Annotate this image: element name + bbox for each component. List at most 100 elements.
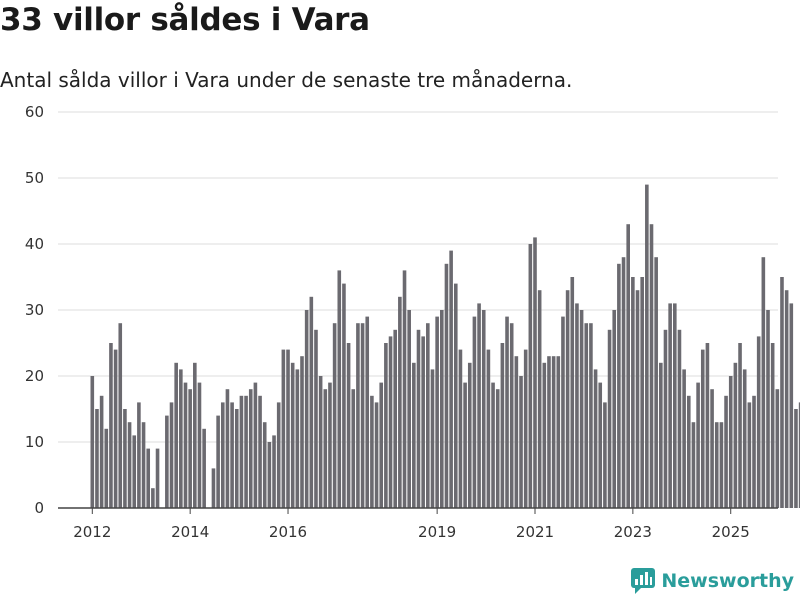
bar [775,389,780,508]
bar [239,395,244,508]
bar [784,290,789,508]
bar [645,184,649,508]
bar [654,257,658,508]
bar [137,402,141,508]
bar [435,316,439,508]
bar [742,369,747,508]
y-tick-label: 60 [25,103,44,121]
bar [542,362,547,508]
bar [700,349,705,508]
bar [332,323,337,508]
bar [631,277,635,508]
bar [230,402,234,508]
bar [780,277,784,508]
x-tick-label: 2019 [418,523,456,541]
bar [141,422,146,508]
bar [281,349,286,508]
bar [304,310,309,508]
bar [99,395,104,508]
bar [598,382,603,508]
bar [393,329,397,508]
bar [523,349,528,508]
bar [659,362,663,508]
bar [398,296,402,508]
bar [197,382,202,508]
bar [216,415,220,508]
bar [584,323,589,508]
bar [495,389,500,508]
bar [267,442,272,508]
bar [458,349,463,508]
bar [202,428,206,508]
x-axis-ticks: 2012 2014 2016 2019 2021 2023 2025 [73,508,750,541]
bar [183,382,188,508]
bar [635,290,640,508]
bar [649,224,654,508]
y-tick-label: 40 [25,235,44,253]
brand-name: Newsworthy [661,570,794,592]
bar [295,369,300,508]
bar [169,402,174,508]
bar [528,244,533,508]
x-tick-label: 2014 [171,523,209,541]
bar [188,389,192,508]
bar [365,316,370,508]
bar [617,263,621,508]
bar [323,389,328,508]
bar [589,323,593,508]
bar [603,402,607,508]
chart-subtitle: Antal sålda villor i Vara under de senas… [0,68,573,92]
bar [663,329,668,508]
brand-footer[interactable]: Newsworthy [631,568,794,594]
y-tick-label: 10 [25,433,44,451]
bar [388,336,393,508]
bar [565,290,570,508]
bar [384,343,388,508]
bar [286,349,290,508]
bar [467,362,472,508]
bar [579,310,584,508]
bar [486,349,491,508]
bar [570,277,575,508]
y-tick-label: 30 [25,301,44,319]
bar [328,382,332,508]
bar [118,323,123,508]
bar [104,428,109,508]
bar [551,356,556,508]
bar [770,343,775,508]
bar [346,343,351,508]
bar [547,356,551,508]
bar [561,316,565,508]
bar [248,389,253,508]
bar [682,369,686,508]
bar [756,336,761,508]
bar [537,290,542,508]
bar [463,382,467,508]
bar [738,343,742,508]
x-tick-label: 2016 [269,523,307,541]
bar [193,362,197,508]
bar [290,362,295,508]
bar [472,316,477,508]
bar [318,376,323,508]
bars [90,184,800,508]
bar [719,422,724,508]
bar [789,303,794,508]
x-tick-label: 2023 [614,523,652,541]
bar [174,362,178,508]
bar [621,257,626,508]
bar [733,362,738,508]
bar [724,395,728,508]
bar [449,250,453,508]
bar [752,395,756,508]
bar [416,329,421,508]
bar [109,343,113,508]
bar [146,448,151,508]
x-tick-label: 2012 [73,523,111,541]
bar [696,382,700,508]
bar [132,435,137,508]
bar [509,323,514,508]
bar [337,270,342,508]
bar [123,409,127,508]
bar [747,402,752,508]
